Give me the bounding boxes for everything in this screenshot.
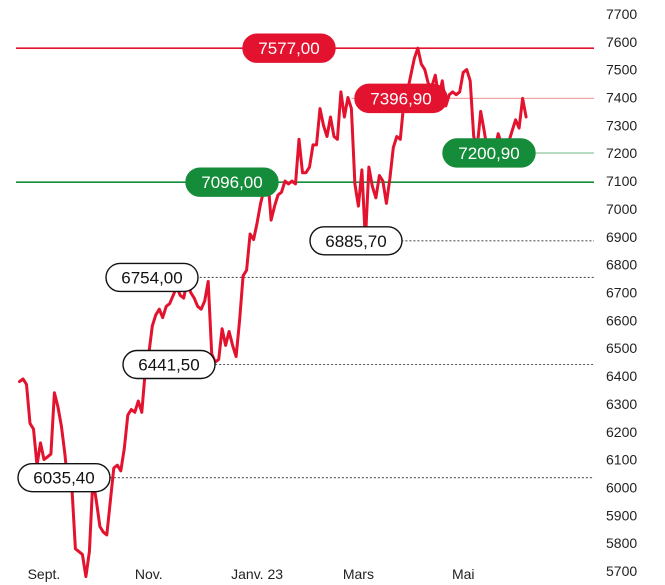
level-label-text: 6754,00 — [121, 268, 182, 287]
series-layer — [18, 46, 528, 579]
level-label-pill — [122, 349, 216, 380]
level-label-pill — [17, 462, 111, 493]
y-tick-label: 6400 — [606, 368, 637, 384]
y-tick-label: 6500 — [606, 340, 637, 356]
level-label: 6441,50 — [122, 349, 216, 380]
level-label: 6035,40 — [17, 462, 111, 493]
y-tick-label: 6300 — [606, 396, 637, 412]
level-label: 7396,90 — [354, 83, 448, 114]
level-lines — [16, 47, 594, 479]
y-tick-label: 7000 — [606, 201, 637, 217]
level-label-text: 7396,90 — [370, 89, 431, 108]
y-tick-label: 7700 — [606, 6, 637, 22]
y-tick-label: 7400 — [606, 90, 637, 106]
y-tick-label: 6600 — [606, 312, 637, 328]
y-tick-label: 6000 — [606, 480, 637, 496]
y-tick-label: 7200 — [606, 145, 637, 161]
y-tick-label: 6200 — [606, 424, 637, 440]
y-tick-label: 6800 — [606, 257, 637, 273]
x-tick-label: Mars — [343, 566, 374, 582]
y-tick-label: 5900 — [606, 507, 637, 523]
level-label-pill — [105, 262, 199, 293]
y-tick-label: 6700 — [606, 285, 637, 301]
level-label-pill — [354, 83, 448, 114]
level-label-pill — [309, 226, 403, 256]
y-tick-label: 7600 — [606, 34, 637, 50]
x-tick-label: Nov. — [135, 566, 163, 582]
y-tick-label: 7300 — [606, 117, 637, 133]
level-label: 7096,00 — [185, 167, 279, 197]
level-label-text: 7096,00 — [201, 173, 262, 192]
level-labels: 7577,00 7396,90 7200,90 7096,00 6885,70 6754,… — [17, 33, 536, 493]
level-label-pill — [242, 33, 336, 63]
level-label-text: 7200,90 — [458, 144, 519, 163]
x-axis: Sept. Nov. Janv. 23 Mars Mai — [28, 566, 475, 582]
y-tick-label: 6100 — [606, 452, 637, 468]
level-label: 6885,70 — [309, 226, 403, 256]
level-label-pill — [442, 138, 536, 168]
level-label: 7200,90 — [442, 138, 536, 168]
level-label: 6754,00 — [105, 262, 199, 293]
y-tick-label: 6900 — [606, 229, 637, 245]
level-label-text: 6441,50 — [138, 356, 199, 375]
level-label-text: 6035,40 — [33, 469, 94, 488]
level-label-text: 6885,70 — [325, 232, 386, 251]
y-tick-label: 5700 — [606, 563, 637, 579]
y-axis: 5700 5800 5900 6000 6100 6200 6300 6400 6500 6600… — [606, 6, 637, 579]
x-tick-label: Janv. 23 — [231, 566, 283, 582]
series-line — [18, 46, 528, 579]
level-label-text: 7577,00 — [258, 39, 319, 58]
level-label-pill — [185, 167, 279, 197]
x-tick-label: Mai — [452, 566, 475, 582]
level-label: 7577,00 — [242, 33, 336, 63]
y-tick-label: 7500 — [606, 62, 637, 78]
x-tick-label: Sept. — [28, 566, 61, 582]
y-tick-label: 5800 — [606, 535, 637, 551]
y-tick-label: 7100 — [606, 173, 637, 189]
